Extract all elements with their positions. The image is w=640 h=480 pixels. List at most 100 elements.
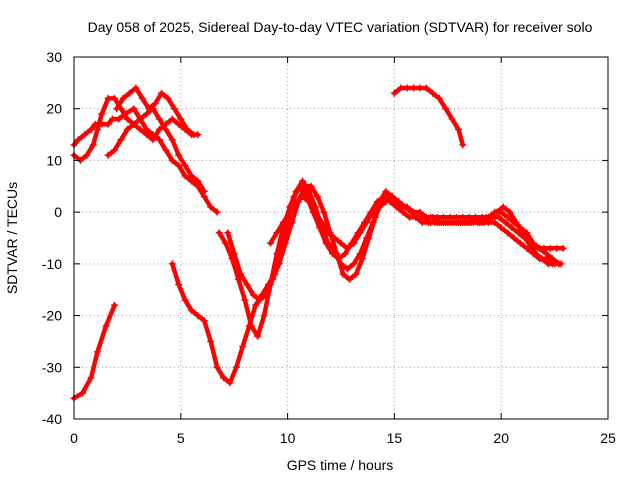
data-point bbox=[388, 193, 396, 201]
data-point bbox=[299, 177, 307, 185]
data-point bbox=[175, 281, 183, 289]
y-tick-label: 20 bbox=[46, 101, 62, 117]
data-point bbox=[525, 239, 533, 247]
data-point bbox=[399, 208, 407, 216]
data-point bbox=[375, 198, 383, 206]
data-point bbox=[301, 182, 309, 190]
data-point bbox=[343, 244, 351, 252]
data-point bbox=[239, 343, 247, 351]
data-point bbox=[132, 84, 140, 92]
plot-frame bbox=[73, 56, 609, 420]
data-point bbox=[117, 136, 125, 144]
data-point bbox=[365, 234, 373, 242]
data-point bbox=[333, 250, 341, 258]
data-point bbox=[516, 239, 524, 247]
data-point bbox=[181, 172, 189, 180]
data-point bbox=[555, 260, 563, 268]
data-point bbox=[222, 239, 230, 247]
data-point bbox=[454, 218, 462, 226]
data-point bbox=[279, 218, 287, 226]
data-point bbox=[352, 270, 360, 278]
data-point bbox=[213, 208, 221, 216]
data-point bbox=[102, 322, 110, 330]
data-point bbox=[79, 389, 87, 397]
data-point bbox=[440, 213, 448, 221]
data-point bbox=[459, 213, 467, 221]
data-point bbox=[237, 270, 245, 278]
data-point bbox=[487, 213, 495, 221]
data-point bbox=[230, 250, 238, 258]
data-point bbox=[187, 172, 195, 180]
data-point bbox=[548, 260, 556, 268]
data-point bbox=[111, 301, 119, 309]
data-point bbox=[168, 136, 176, 144]
data-point bbox=[495, 213, 503, 221]
data-point bbox=[254, 332, 262, 340]
data-point bbox=[74, 136, 82, 144]
data-point bbox=[397, 84, 405, 92]
data-point bbox=[113, 105, 121, 113]
data-point bbox=[414, 213, 422, 221]
data-point bbox=[467, 218, 475, 226]
data-point bbox=[420, 213, 428, 221]
data-point bbox=[350, 260, 358, 268]
data-point bbox=[407, 208, 415, 216]
data-point bbox=[158, 89, 166, 97]
x-tick-label: 5 bbox=[177, 430, 185, 446]
data-point bbox=[175, 120, 183, 128]
y-tick-label: 10 bbox=[46, 152, 62, 168]
data-point bbox=[343, 265, 351, 273]
data-point bbox=[243, 281, 251, 289]
x-tick-label: 0 bbox=[70, 430, 78, 446]
y-tick-label: -20 bbox=[42, 308, 62, 324]
data-point bbox=[143, 110, 151, 118]
data-point bbox=[346, 275, 354, 283]
data-point bbox=[433, 213, 441, 221]
data-point bbox=[177, 115, 185, 123]
data-point bbox=[542, 255, 550, 263]
data-point bbox=[288, 218, 296, 226]
data-point bbox=[136, 115, 144, 123]
data-point bbox=[429, 89, 437, 97]
series-trace bbox=[71, 302, 117, 401]
data-point bbox=[472, 213, 480, 221]
series-arc-10 bbox=[390, 84, 467, 149]
data-point bbox=[410, 84, 418, 92]
data-point bbox=[194, 177, 202, 185]
data-point bbox=[145, 105, 153, 113]
y-tick-label: -10 bbox=[42, 256, 62, 272]
data-point bbox=[234, 275, 242, 283]
data-point bbox=[497, 224, 505, 232]
data-point bbox=[461, 218, 469, 226]
data-point bbox=[459, 141, 467, 149]
data-point bbox=[395, 198, 403, 206]
data-series bbox=[70, 84, 567, 402]
data-point bbox=[491, 218, 499, 226]
series-trace bbox=[105, 106, 207, 194]
data-point bbox=[215, 229, 223, 237]
data-point bbox=[339, 270, 347, 278]
data-point bbox=[536, 244, 544, 252]
data-point bbox=[104, 151, 112, 159]
data-point bbox=[435, 94, 443, 102]
data-point bbox=[546, 244, 554, 252]
y-axis-label: SDTVAR / TECUs bbox=[4, 182, 20, 294]
data-point bbox=[363, 218, 371, 226]
data-point bbox=[83, 151, 91, 159]
data-point bbox=[504, 213, 512, 221]
data-point bbox=[305, 187, 313, 195]
data-point bbox=[162, 146, 170, 154]
data-point bbox=[311, 208, 319, 216]
data-point bbox=[299, 193, 307, 201]
data-point bbox=[519, 229, 527, 237]
data-point bbox=[314, 193, 322, 201]
data-point bbox=[130, 105, 138, 113]
data-point bbox=[427, 213, 435, 221]
data-point bbox=[422, 84, 430, 92]
data-point bbox=[111, 146, 119, 154]
data-point bbox=[416, 84, 424, 92]
data-point bbox=[220, 374, 228, 382]
data-point bbox=[401, 203, 409, 211]
data-point bbox=[484, 218, 492, 226]
